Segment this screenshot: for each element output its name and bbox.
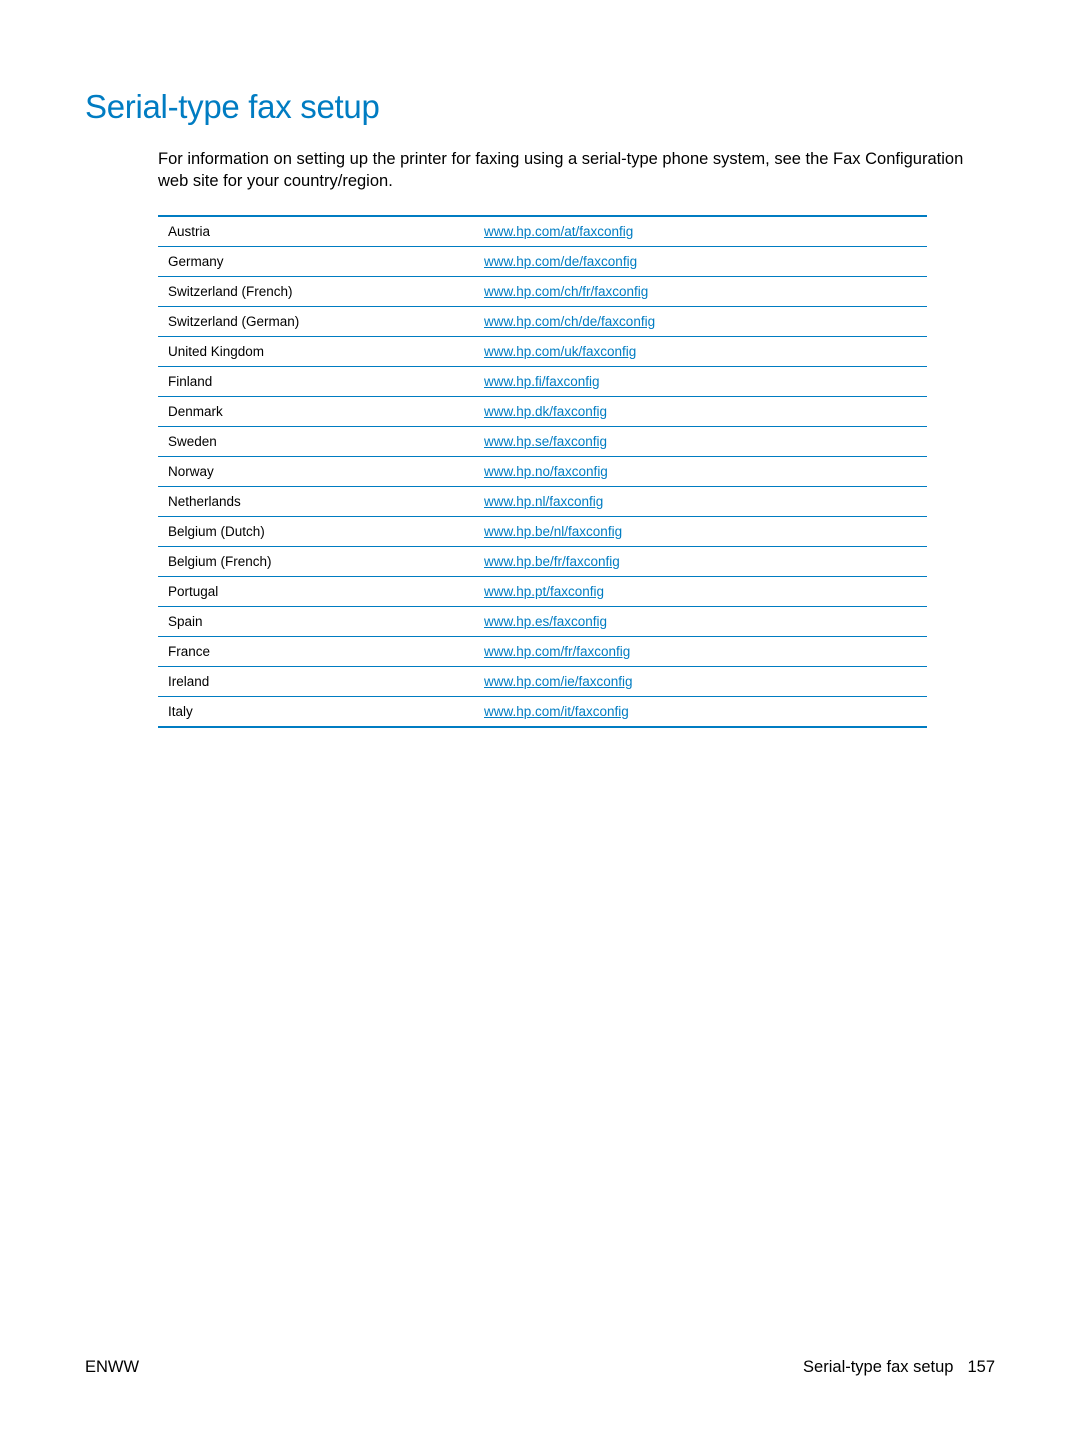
country-cell: Denmark bbox=[158, 396, 474, 426]
config-link[interactable]: www.hp.dk/faxconfig bbox=[484, 404, 607, 419]
url-cell: www.hp.be/fr/faxconfig bbox=[474, 546, 927, 576]
table-row: Belgium (Dutch) www.hp.be/nl/faxconfig bbox=[158, 516, 927, 546]
country-cell: Netherlands bbox=[158, 486, 474, 516]
url-cell: www.hp.fi/faxconfig bbox=[474, 366, 927, 396]
country-cell: Austria bbox=[158, 216, 474, 247]
table-row: Switzerland (German) www.hp.com/ch/de/fa… bbox=[158, 306, 927, 336]
config-link[interactable]: www.hp.se/faxconfig bbox=[484, 434, 607, 449]
table-row: Portugal www.hp.pt/faxconfig bbox=[158, 576, 927, 606]
table-row: Switzerland (French) www.hp.com/ch/fr/fa… bbox=[158, 276, 927, 306]
config-link[interactable]: www.hp.com/uk/faxconfig bbox=[484, 344, 636, 359]
footer-section-label: Serial-type fax setup bbox=[803, 1358, 953, 1377]
config-link[interactable]: www.hp.nl/faxconfig bbox=[484, 494, 603, 509]
country-cell: Switzerland (French) bbox=[158, 276, 474, 306]
country-cell: Germany bbox=[158, 246, 474, 276]
url-cell: www.hp.com/fr/faxconfig bbox=[474, 636, 927, 666]
url-cell: www.hp.pt/faxconfig bbox=[474, 576, 927, 606]
config-link[interactable]: www.hp.com/ch/fr/faxconfig bbox=[484, 284, 648, 299]
url-cell: www.hp.com/at/faxconfig bbox=[474, 216, 927, 247]
footer-page-number: 157 bbox=[967, 1358, 995, 1377]
country-cell: Switzerland (German) bbox=[158, 306, 474, 336]
url-cell: www.hp.com/de/faxconfig bbox=[474, 246, 927, 276]
table-row: Netherlands www.hp.nl/faxconfig bbox=[158, 486, 927, 516]
country-cell: Belgium (Dutch) bbox=[158, 516, 474, 546]
country-cell: Finland bbox=[158, 366, 474, 396]
url-cell: www.hp.no/faxconfig bbox=[474, 456, 927, 486]
config-link[interactable]: www.hp.com/ch/de/faxconfig bbox=[484, 314, 655, 329]
table-row: Spain www.hp.es/faxconfig bbox=[158, 606, 927, 636]
table-row: Germany www.hp.com/de/faxconfig bbox=[158, 246, 927, 276]
fax-config-table: Austria www.hp.com/at/faxconfig Germany … bbox=[158, 215, 927, 728]
footer-left-label: ENWW bbox=[85, 1358, 139, 1377]
footer-right: Serial-type fax setup 157 bbox=[803, 1358, 995, 1377]
table-row: Austria www.hp.com/at/faxconfig bbox=[158, 216, 927, 247]
table-row: Denmark www.hp.dk/faxconfig bbox=[158, 396, 927, 426]
config-link[interactable]: www.hp.com/de/faxconfig bbox=[484, 254, 637, 269]
config-link[interactable]: www.hp.no/faxconfig bbox=[484, 464, 608, 479]
country-cell: France bbox=[158, 636, 474, 666]
url-cell: www.hp.com/ie/faxconfig bbox=[474, 666, 927, 696]
config-link[interactable]: www.hp.be/nl/faxconfig bbox=[484, 524, 622, 539]
page-title: Serial-type fax setup bbox=[85, 88, 995, 126]
page-footer: ENWW Serial-type fax setup 157 bbox=[85, 1358, 995, 1377]
config-link[interactable]: www.hp.com/at/faxconfig bbox=[484, 224, 633, 239]
config-link[interactable]: www.hp.be/fr/faxconfig bbox=[484, 554, 620, 569]
config-link[interactable]: www.hp.pt/faxconfig bbox=[484, 584, 604, 599]
config-link[interactable]: www.hp.es/faxconfig bbox=[484, 614, 607, 629]
url-cell: www.hp.es/faxconfig bbox=[474, 606, 927, 636]
country-cell: Italy bbox=[158, 696, 474, 727]
country-cell: Ireland bbox=[158, 666, 474, 696]
intro-paragraph: For information on setting up the printe… bbox=[158, 148, 995, 193]
country-cell: Norway bbox=[158, 456, 474, 486]
config-link[interactable]: www.hp.com/ie/faxconfig bbox=[484, 674, 633, 689]
country-cell: Portugal bbox=[158, 576, 474, 606]
config-link[interactable]: www.hp.com/fr/faxconfig bbox=[484, 644, 630, 659]
table-body: Austria www.hp.com/at/faxconfig Germany … bbox=[158, 216, 927, 727]
config-link[interactable]: www.hp.fi/faxconfig bbox=[484, 374, 600, 389]
url-cell: www.hp.nl/faxconfig bbox=[474, 486, 927, 516]
url-cell: www.hp.be/nl/faxconfig bbox=[474, 516, 927, 546]
table-row: Finland www.hp.fi/faxconfig bbox=[158, 366, 927, 396]
table-row: Sweden www.hp.se/faxconfig bbox=[158, 426, 927, 456]
url-cell: www.hp.com/uk/faxconfig bbox=[474, 336, 927, 366]
table-row: France www.hp.com/fr/faxconfig bbox=[158, 636, 927, 666]
url-cell: www.hp.com/it/faxconfig bbox=[474, 696, 927, 727]
table-row: United Kingdom www.hp.com/uk/faxconfig bbox=[158, 336, 927, 366]
country-cell: United Kingdom bbox=[158, 336, 474, 366]
table-row: Italy www.hp.com/it/faxconfig bbox=[158, 696, 927, 727]
table-row: Norway www.hp.no/faxconfig bbox=[158, 456, 927, 486]
config-link[interactable]: www.hp.com/it/faxconfig bbox=[484, 704, 629, 719]
url-cell: www.hp.com/ch/de/faxconfig bbox=[474, 306, 927, 336]
url-cell: www.hp.se/faxconfig bbox=[474, 426, 927, 456]
table-row: Belgium (French) www.hp.be/fr/faxconfig bbox=[158, 546, 927, 576]
table-row: Ireland www.hp.com/ie/faxconfig bbox=[158, 666, 927, 696]
country-cell: Belgium (French) bbox=[158, 546, 474, 576]
url-cell: www.hp.dk/faxconfig bbox=[474, 396, 927, 426]
country-cell: Spain bbox=[158, 606, 474, 636]
country-cell: Sweden bbox=[158, 426, 474, 456]
url-cell: www.hp.com/ch/fr/faxconfig bbox=[474, 276, 927, 306]
